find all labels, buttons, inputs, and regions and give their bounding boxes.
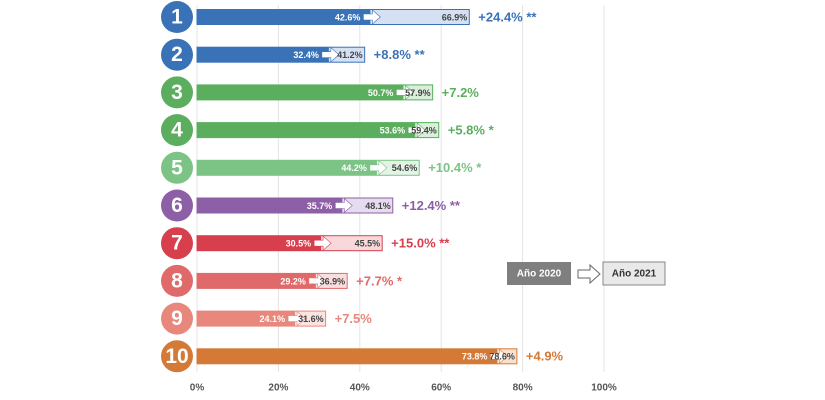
value-label-2020: 35.7% [307, 201, 333, 211]
arrow-icon [334, 197, 353, 214]
legend-box-2021 [602, 261, 666, 286]
change-label: +5.8% * [448, 123, 495, 138]
value-label-2021: 45.5% [355, 239, 381, 249]
bar-2020 [197, 198, 343, 213]
rank-label: 7 [171, 232, 183, 255]
arrow-icon [321, 47, 340, 63]
change-label: +10.4% * [428, 160, 482, 175]
bar-2020 [197, 47, 329, 63]
bar-2020 [197, 160, 377, 176]
rank-badge [161, 264, 193, 297]
rank-label: 9 [171, 307, 183, 330]
legend-label: Año 2020 [517, 269, 562, 280]
arrow-icon [396, 84, 414, 101]
x-tick-label: 0% [190, 383, 205, 394]
value-label-2021: 59.4% [411, 125, 437, 135]
value-label-2020: 50.7% [368, 88, 394, 98]
rank-badge [161, 340, 193, 373]
x-tick-label: 100% [591, 383, 617, 394]
value-label-2020: 44.2% [341, 163, 367, 173]
change-label: +4.9% [526, 349, 564, 364]
legend-label: Año 2021 [612, 269, 657, 280]
rank-label: 2 [171, 43, 183, 66]
bar-2020 [197, 235, 322, 251]
rank-label: 6 [171, 194, 183, 217]
value-label-2021: 57.9% [405, 88, 431, 98]
change-label: +7.7% * [356, 273, 403, 288]
change-label: +24.4% ** [478, 9, 537, 24]
value-label-2020: 29.2% [280, 276, 306, 286]
arrow-icon [363, 9, 381, 25]
change-label: +7.2% [442, 85, 480, 100]
bar-2020 [197, 84, 404, 100]
value-label-2021: 66.9% [442, 12, 468, 22]
bar-2020 [197, 311, 296, 327]
rank-label: 10 [165, 345, 188, 368]
rank-label: 8 [171, 269, 183, 292]
arrow-icon [313, 235, 332, 251]
change-label: +12.4% ** [402, 198, 461, 213]
rank-badge [161, 151, 193, 184]
change-label: +15.0% ** [391, 236, 450, 251]
rank-badge [161, 227, 193, 260]
arrow-icon [490, 348, 508, 364]
bar-2020 [197, 348, 498, 364]
value-label-2021: 36.9% [320, 276, 346, 286]
rank-badge [161, 189, 193, 222]
rank-badge [161, 1, 193, 33]
x-tick-label: 80% [513, 383, 533, 394]
value-label-2021: 54.6% [392, 163, 418, 173]
legend-arrow [577, 263, 601, 285]
bar-2020 [197, 9, 371, 25]
value-label-2021: 78.6% [489, 352, 515, 362]
legend-box-2020 [507, 262, 571, 285]
x-tick-label: 60% [431, 383, 451, 394]
rank-label: 3 [171, 81, 183, 104]
bar-2020 [197, 122, 416, 138]
rank-badge [161, 114, 193, 147]
value-label-2021: 48.1% [365, 201, 391, 211]
value-label-2020: 42.6% [335, 12, 361, 22]
change-label: +8.8% ** [374, 47, 426, 62]
value-label-2020: 32.4% [293, 50, 319, 60]
bar-2020 [197, 273, 316, 289]
value-label-2021: 41.2% [337, 50, 363, 60]
value-label-2020: 73.8% [462, 352, 488, 362]
arrow-icon [369, 160, 388, 176]
rank-badge [161, 38, 193, 71]
rank-badge [161, 302, 193, 335]
x-tick-label: 20% [268, 383, 288, 394]
arrow-icon [407, 122, 426, 138]
value-label-2020: 53.6% [380, 125, 406, 135]
rank-label: 4 [171, 119, 183, 142]
rank-label: 1 [171, 6, 183, 29]
x-tick-label: 40% [350, 383, 370, 394]
change-label: +7.5% [335, 311, 373, 326]
value-label-2020: 30.5% [286, 239, 312, 249]
arrow-icon [287, 310, 306, 327]
value-label-2020: 24.1% [260, 314, 286, 324]
rank-badge [161, 76, 193, 109]
value-label-2021: 31.6% [298, 314, 324, 324]
arrow-icon [308, 273, 327, 289]
rank-label: 5 [171, 156, 183, 179]
